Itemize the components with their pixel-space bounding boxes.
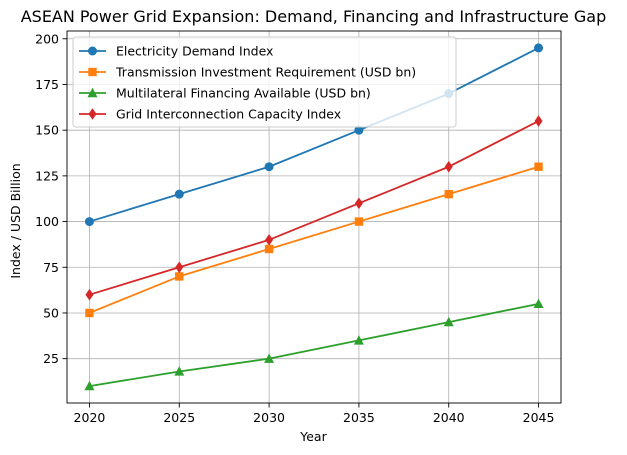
y-tick-label-25: 25 [43, 351, 59, 366]
axis-layer: 2020 2025 2030 2035 2040 2045 25 50 75 100 125 150 1… [35, 30, 562, 425]
plot-frame [66, 30, 562, 404]
data-point-s2-2045 [534, 162, 543, 171]
data-point-s1-2035 [354, 125, 364, 135]
data-point-s3-2045 [533, 298, 544, 309]
data-point-s4-2040 [444, 160, 453, 173]
data-point-s4-2030 [265, 234, 274, 246]
legend-item-3: Multilateral Financing Available (USD bn… [79, 86, 371, 101]
legend-marker-1 [88, 46, 97, 56]
data-point-s2-2025 [175, 272, 184, 281]
data-point-s1-2020 [84, 217, 94, 227]
legend-box [72, 36, 457, 128]
data-point-s2-2030 [264, 244, 274, 254]
y-tick-label-100: 100 [35, 214, 59, 229]
y-tick-label-150: 150 [35, 123, 59, 138]
series-3 [84, 298, 544, 391]
series-line-4 [88, 120, 540, 296]
data-point-s3-2040 [443, 316, 454, 327]
legend-item-4: Grid Interconnection Capacity Index [79, 107, 341, 122]
legend-label-3: Multilateral Financing Available (USD bn… [116, 86, 371, 101]
legend: Electricity Demand Index Transmission Inv… [72, 36, 457, 128]
chart-title: ASEAN Power Grid Expansion: Demand, Fina… [21, 7, 607, 26]
data-point-s4-2045 [534, 115, 543, 127]
legend-marker-2 [88, 67, 97, 77]
data-point-s4-2035 [354, 197, 363, 210]
legend-label-1: Electricity Demand Index [116, 44, 273, 59]
legend-marker-4 [88, 108, 97, 120]
x-tick-label-2020: 2020 [74, 410, 106, 425]
data-point-s2-2035 [354, 217, 364, 226]
legend-marker-3 [87, 87, 98, 98]
y-tick-label-175: 175 [35, 77, 59, 92]
data-point-s3-2020 [84, 380, 95, 391]
y-axis-label: Index / USD Billion [8, 163, 23, 278]
series-4 [85, 115, 543, 301]
x-axis-label: Year [299, 429, 327, 444]
x-tick-label-2040: 2040 [433, 410, 465, 425]
data-point-s3-2030 [264, 353, 275, 363]
x-tick-label-2035: 2035 [343, 410, 375, 425]
series-2 [85, 162, 543, 318]
data-point-s1-2030 [264, 162, 274, 172]
x-tick-label-2045: 2045 [523, 410, 555, 425]
data-point-s1-2025 [174, 189, 184, 199]
y-tick-label-200: 200 [35, 31, 59, 46]
y-tick-label-50: 50 [43, 305, 59, 320]
data-point-s2-2040 [444, 189, 453, 199]
legend-item-2: Transmission Investment Requirement (USD… [79, 65, 416, 80]
data-point-s4-2025 [175, 261, 184, 274]
y-tick-label-75: 75 [43, 260, 59, 275]
legend-label-2: Transmission Investment Requirement (USD… [115, 65, 416, 80]
legend-label-4: Grid Interconnection Capacity Index [116, 107, 341, 122]
data-point-s3-2035 [353, 335, 364, 345]
legend-item-1: Electricity Demand Index [79, 44, 273, 59]
series-line-2 [88, 165, 540, 314]
x-tick-label-2030: 2030 [253, 410, 285, 425]
series-line-3 [88, 302, 540, 387]
data-point-s2-2020 [85, 308, 94, 318]
data-point-s4-2020 [85, 288, 94, 301]
x-tick-label-2025: 2025 [163, 410, 195, 425]
data-point-s3-2025 [174, 366, 185, 376]
data-point-s1-2045 [534, 43, 544, 53]
y-tick-label-125: 125 [35, 168, 59, 183]
series-line-1 [88, 47, 540, 223]
